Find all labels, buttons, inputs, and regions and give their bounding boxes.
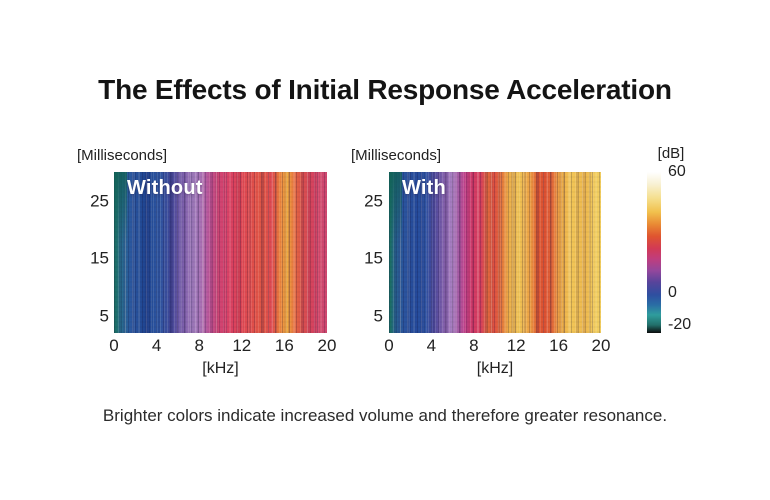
colorbar-gradient <box>647 172 661 333</box>
colorbar-ticks: 60 0 -20 <box>668 164 710 333</box>
spectrogram-heatmap-with: With <box>389 172 601 333</box>
tick-label: 60 <box>668 163 686 180</box>
x-axis-title-with: [kHz] <box>476 360 514 377</box>
condition-label-without: Without <box>127 177 203 199</box>
tick-label: 15 <box>364 248 383 268</box>
y-axis-ticks-without: 25 15 5 <box>60 172 109 333</box>
y-axis-title-without: [Milliseconds] <box>77 147 168 164</box>
spectrogram-heatmap-without: Without <box>114 172 327 333</box>
tick-label: 16 <box>549 336 569 355</box>
tick-label: 12 <box>506 336 526 355</box>
y-axis-title-with: [Milliseconds] <box>351 147 442 164</box>
tick-label: 8 <box>469 336 479 355</box>
x-axis-ticks-without: 0 4 8 12 16 20 <box>109 336 336 357</box>
tick-label: 16 <box>274 336 294 355</box>
tick-label: 0 <box>384 336 394 355</box>
figure-caption: Brighter colors indicate increased volum… <box>102 406 668 425</box>
heatmap-corner-tint <box>114 172 127 244</box>
tick-label: 0 <box>668 283 677 301</box>
tick-label: 20 <box>317 336 337 355</box>
figure-title: The Effects of Initial Response Accelera… <box>98 74 672 105</box>
tick-label: -20 <box>668 315 692 333</box>
tick-label: 4 <box>151 336 162 355</box>
heatmap-corner-tint <box>389 172 402 244</box>
tick-label: 25 <box>364 191 383 211</box>
y-axis-ticks-with: 25 15 5 <box>334 172 383 333</box>
tick-label: 4 <box>426 336 437 355</box>
x-axis-ticks-with: 0 4 8 12 16 20 <box>384 336 610 357</box>
tick-label: 5 <box>373 306 383 326</box>
colorbar-title: [dB] <box>657 145 685 162</box>
condition-label-with: With <box>402 177 446 199</box>
x-axis-title-without: [kHz] <box>202 360 239 377</box>
tick-label: 8 <box>194 336 204 355</box>
tick-label: 12 <box>232 336 252 355</box>
tick-label: 25 <box>90 191 109 211</box>
tick-label: 15 <box>90 248 109 268</box>
tick-label: 5 <box>99 306 109 326</box>
tick-label: 20 <box>591 336 611 355</box>
tick-label: 0 <box>109 336 119 355</box>
